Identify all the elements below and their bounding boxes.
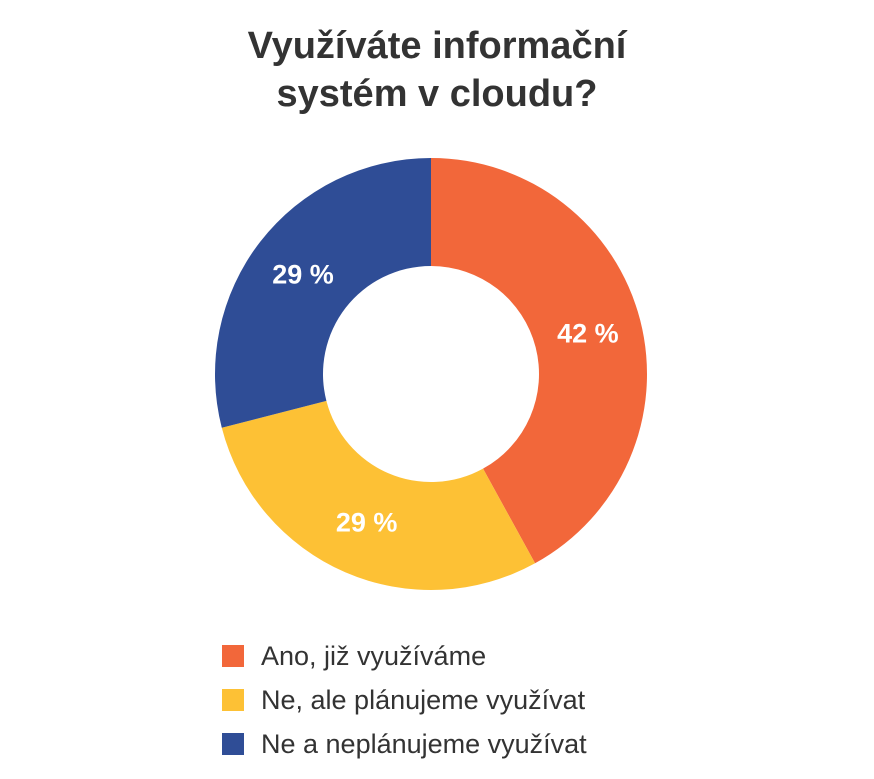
legend-swatch-ano xyxy=(222,645,244,667)
legend-item-ne-ale: Ne, ale plánujeme využívat xyxy=(222,678,587,722)
legend-label-ne-ale: Ne, ale plánujeme využívat xyxy=(261,684,586,715)
legend-swatch-ne-a xyxy=(222,733,244,755)
donut-slice-0 xyxy=(431,158,647,564)
donut-slice-1 xyxy=(221,400,536,590)
chart-title-line-1: Využíváte informační xyxy=(247,25,627,67)
donut-chart: 42 % 29 % 29 % xyxy=(214,158,647,590)
chart-title-line-2: systém v cloudu? xyxy=(276,73,598,115)
legend-item-ano: Ano, již využíváme xyxy=(222,634,587,678)
legend-label-ano: Ano, již využíváme xyxy=(261,640,487,671)
legend-item-ne-a: Ne a neplánujeme využívat xyxy=(222,722,587,766)
chart-title: Využíváte informační systém v cloudu? xyxy=(0,22,874,118)
donut-slice-2 xyxy=(214,158,431,428)
legend-swatch-ne-ale xyxy=(222,689,244,711)
donut-slice-label-2: 29 % xyxy=(272,260,334,290)
legend-label-ne-a: Ne a neplánujeme využívat xyxy=(261,728,587,759)
chart-legend: Ano, již využíváme Ne, ale plánujeme vyu… xyxy=(222,634,587,766)
donut-slice-label-1: 29 % xyxy=(336,508,398,538)
donut-slice-label-0: 42 % xyxy=(557,319,619,349)
